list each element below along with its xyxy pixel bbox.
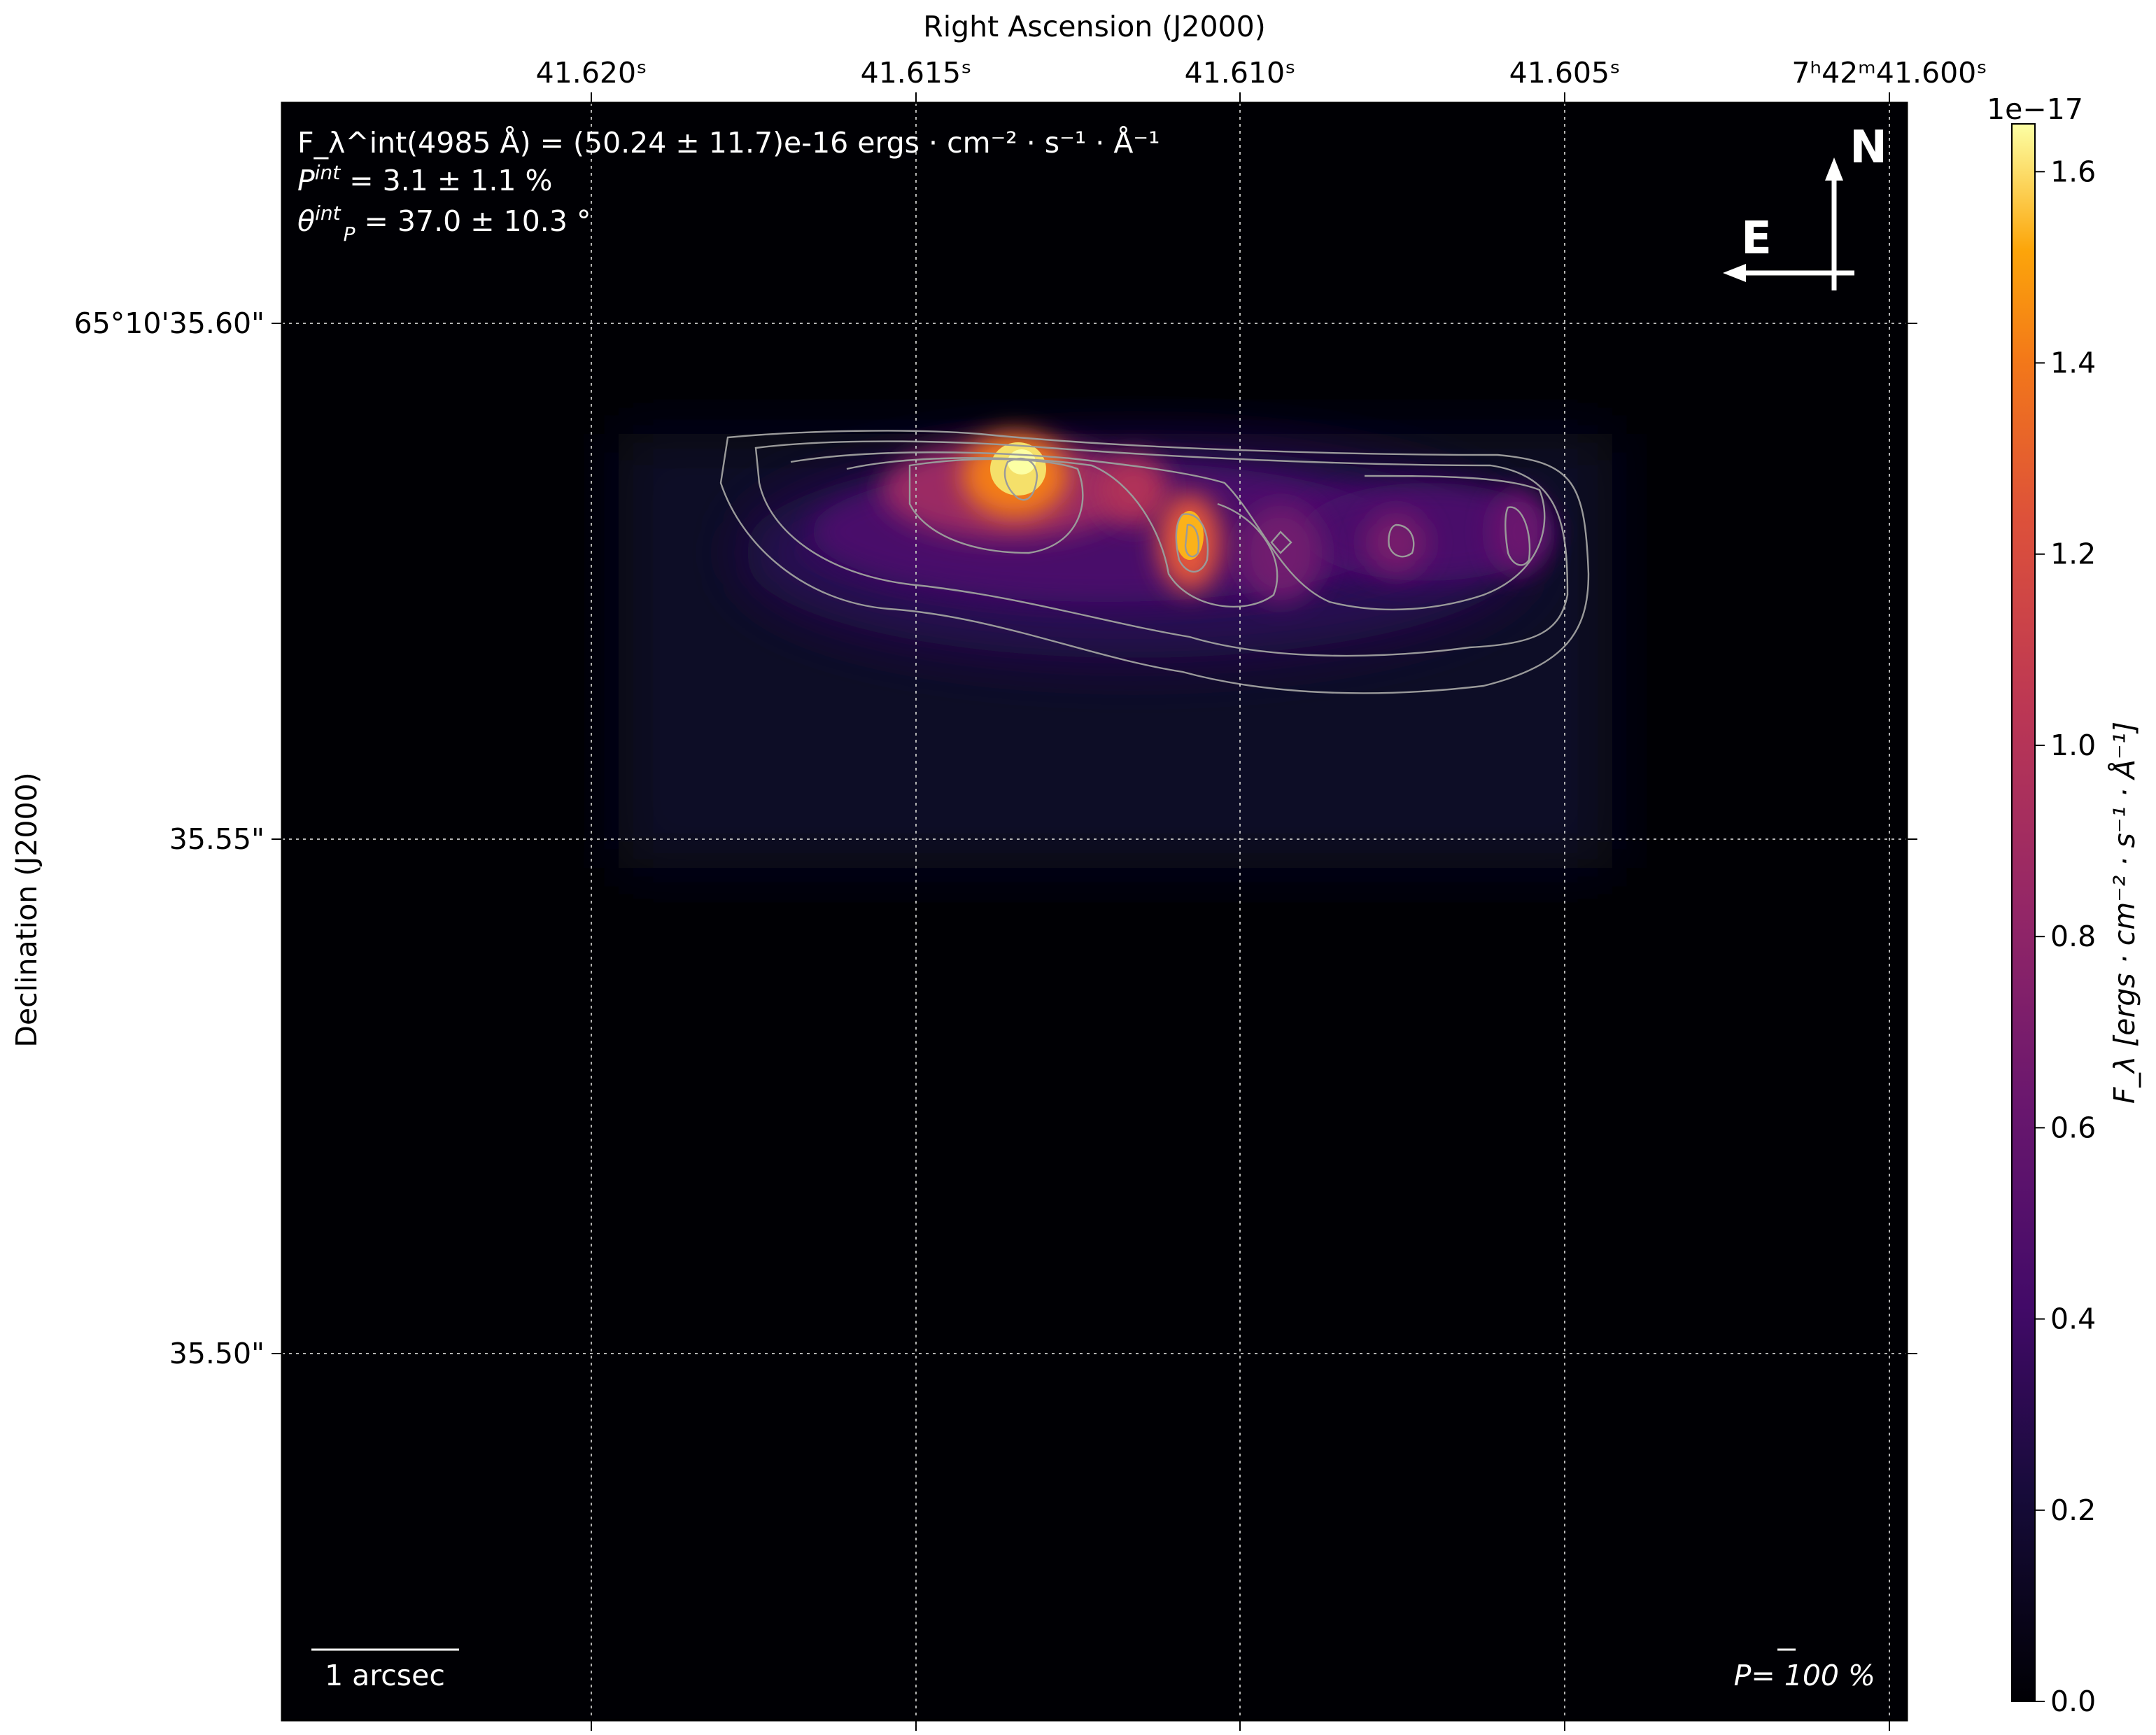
colorbar-offset-text: 1e−17	[1987, 92, 2083, 126]
flux-map	[619, 430, 1612, 868]
polarization-annotation: Pint = 3.1 ± 1.1 %	[297, 161, 553, 197]
colorbar-gradient	[2011, 123, 2036, 1702]
colorbar-tick-label: 0.4	[2050, 1302, 2096, 1336]
contour-knot-east	[1505, 506, 1531, 566]
contour-4	[846, 457, 1278, 608]
east-arrowhead-icon	[1723, 264, 1746, 282]
colorbar-tick-label: 1.2	[2050, 538, 2096, 571]
flux-knot-mid2	[1365, 511, 1428, 574]
colorbar-ticks: 0.0 0.2 0.4 0.6 0.8 1.0 1.2 1.4 1.6	[2035, 155, 2096, 1718]
contour-knot-mid2	[1388, 524, 1415, 558]
scale-bar-label: 1 arcsec	[325, 1659, 445, 1692]
x-tick-labels: 41.620ˢ 41.615ˢ 41.610ˢ 41.605ˢ 7ʰ42ᵐ41.…	[536, 56, 1987, 90]
x-tick-label: 41.610ˢ	[1185, 56, 1296, 90]
contour-5	[908, 458, 1084, 554]
flux-annotation: F_λ^int(4985 Å) = (50.24 ± 11.7)e-16 erg…	[297, 126, 1160, 160]
flux-region-east-lobe	[1302, 483, 1553, 581]
y-tick-label: 65°10'35.60"	[74, 307, 265, 340]
plot-frame	[281, 101, 1908, 1722]
colorbar-label: F_λ [ergs · cm⁻² · s⁻¹ · Å⁻¹]	[2108, 722, 2141, 1104]
contours	[719, 430, 1590, 694]
colorbar-tick-label: 0.6	[2050, 1111, 2096, 1144]
plot-background	[282, 103, 1907, 1720]
north-arrowhead-icon	[1825, 157, 1843, 181]
contour-3	[790, 451, 1546, 611]
x-tick-label: 7ʰ42ᵐ41.600ˢ	[1791, 56, 1987, 90]
y-tick-label: 35.55"	[169, 822, 265, 856]
colorbar-tick-label: 0.0	[2050, 1685, 2096, 1718]
y-axis-label: Declination (J2000)	[10, 772, 43, 1047]
contour-secondary-halo	[1175, 513, 1209, 573]
contour-outer	[719, 430, 1590, 694]
y-tick-label: 35.50"	[169, 1337, 265, 1370]
compass: N E	[1723, 122, 1887, 290]
colorbar-tick-label: 1.6	[2050, 155, 2096, 188]
y-tick-labels: 65°10'35.60" 35.55" 35.50"	[74, 307, 265, 1370]
x-axis-label: Right Ascension (J2000)	[923, 10, 1265, 43]
flux-knot-east	[1491, 490, 1546, 574]
colorbar: 0.0 0.2 0.4 0.6 0.8 1.0 1.2 1.4 1.6 1e−17 F_λ [e…	[1987, 92, 2141, 1718]
colorbar-tick-label: 0.8	[2050, 920, 2096, 953]
compass-north-label: N	[1849, 122, 1887, 174]
x-tick-label: 41.620ˢ	[536, 56, 647, 90]
tick-marks	[272, 92, 1917, 1731]
flux-ridge-second	[1099, 455, 1169, 525]
x-tick-label: 41.615ˢ	[861, 56, 972, 90]
contour-2	[754, 440, 1569, 657]
image-panel: F_λ^int(4985 Å) = (50.24 ± 11.7)e-16 erg…	[272, 92, 1917, 1731]
contour-knot-mid	[1270, 531, 1292, 554]
grid	[282, 103, 1907, 1720]
pol-scale-label: P= 100 %	[1734, 1659, 1875, 1692]
flux-peak-secondary	[1176, 511, 1204, 560]
contour-primary-peak	[1003, 457, 1038, 501]
colorbar-tick-label: 1.4	[2050, 346, 2096, 380]
compass-east-label: E	[1741, 213, 1772, 265]
angle-annotation: θintP = 37.0 ± 10.3 °	[297, 202, 591, 246]
x-tick-label: 41.605ˢ	[1509, 56, 1621, 90]
contour-secondary-peak	[1184, 524, 1199, 558]
colorbar-tick-label: 1.0	[2050, 729, 2096, 762]
colorbar-tick-label: 0.2	[2050, 1494, 2096, 1527]
